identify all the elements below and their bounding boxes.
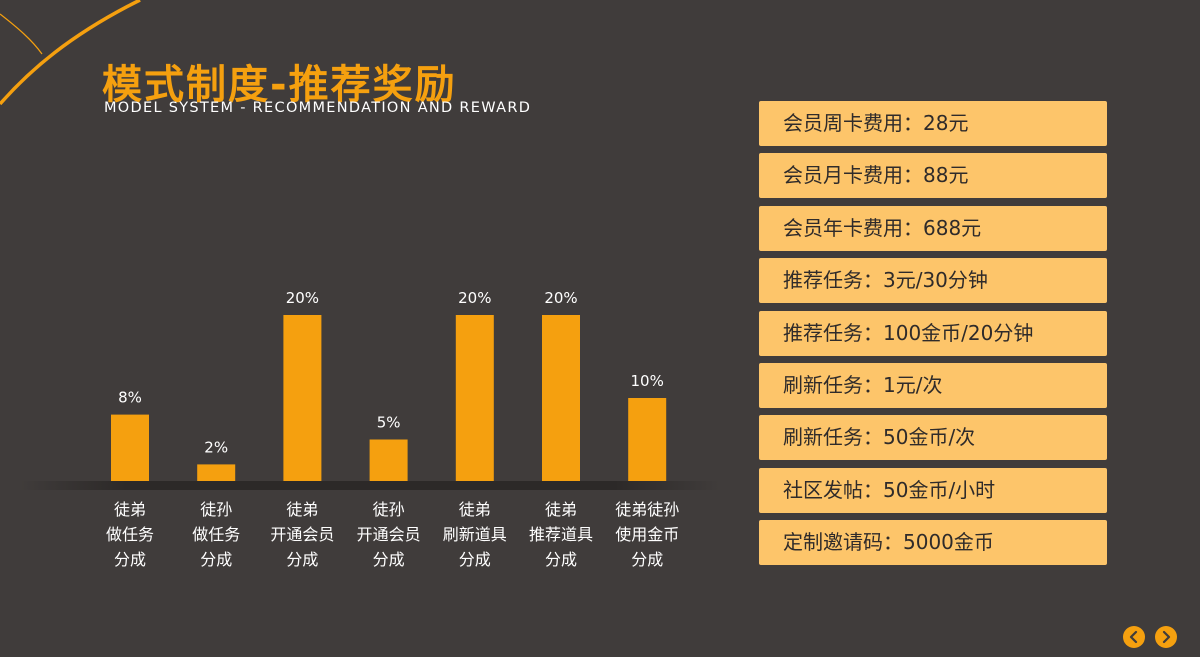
bar-0 [111,414,149,481]
prev-slide-button[interactable] [1123,626,1145,648]
fee-card-yearly-member: 会员年卡费用：688元 [759,205,1107,251]
category-label: 开通会员 [357,525,421,544]
bar-value-label: 8% [118,389,142,407]
fee-card-recommend-task-cash: 推荐任务：3元/30分钟 [759,258,1107,304]
bar-2 [283,315,322,481]
category-label: 分成 [373,550,405,569]
bar-5 [542,315,580,481]
category-label: 分成 [286,550,318,569]
category-label: 分成 [114,550,146,569]
bar-value-label: 2% [204,438,228,456]
bar-value-label: 10% [631,372,664,390]
fee-card-refresh-task-cash: 刷新任务：1元/次 [759,362,1107,408]
fee-card-custom-invite-code: 定制邀请码：5000金币 [759,520,1107,566]
fee-card-list: 会员周卡费用：28元 会员月卡费用：88元 会员年卡费用：688元 推荐任务：3… [759,101,1107,573]
category-label: 开通会员 [270,525,334,544]
category-label: 分成 [200,550,232,569]
next-slide-button[interactable] [1155,626,1177,648]
category-label: 徒弟 [545,500,577,519]
bar-6 [628,398,667,481]
category-label: 徒孙 [200,500,232,519]
category-label: 分成 [459,550,491,569]
page-subtitle: MODEL SYSTEM - RECOMMENDATION AND REWARD [104,100,532,116]
fee-card-weekly-member: 会员周卡费用：28元 [759,101,1107,146]
category-label: 分成 [631,550,663,569]
category-label: 刷新道具 [443,525,507,544]
bar-value-label: 20% [458,289,491,307]
bar-value-label: 5% [377,414,401,432]
category-label: 徒弟徒孙 [615,500,679,519]
category-label: 徒弟 [459,500,491,519]
category-label: 使用金币 [615,525,679,544]
category-label: 徒孙 [373,500,405,519]
fee-card-recommend-task-coins: 推荐任务：100金币/20分钟 [759,310,1107,356]
category-label: 推荐道具 [529,525,593,544]
chevron-left-icon [1129,630,1138,644]
chevron-right-icon [1162,630,1171,644]
category-label: 徒弟 [114,500,146,519]
bar-3 [369,439,408,481]
category-label: 分成 [545,550,577,569]
category-label: 做任务 [106,525,154,544]
bar-1 [197,464,236,481]
category-label: 徒弟 [286,500,318,519]
decorative-curve-lines [0,0,141,106]
bar-value-label: 20% [286,289,319,307]
page-title: 模式制度-推荐奖励 [102,62,457,108]
bar-value-label: 20% [544,289,577,307]
chart-baseline-shadow [20,481,720,490]
category-label: 做任务 [192,525,240,544]
fee-card-refresh-task-coins: 刷新任务：50金币/次 [759,415,1107,461]
fee-card-monthly-member: 会员月卡费用：88元 [759,153,1107,199]
bar-4 [455,315,494,481]
fee-card-community-post: 社区发帖：50金币/小时 [759,467,1107,513]
